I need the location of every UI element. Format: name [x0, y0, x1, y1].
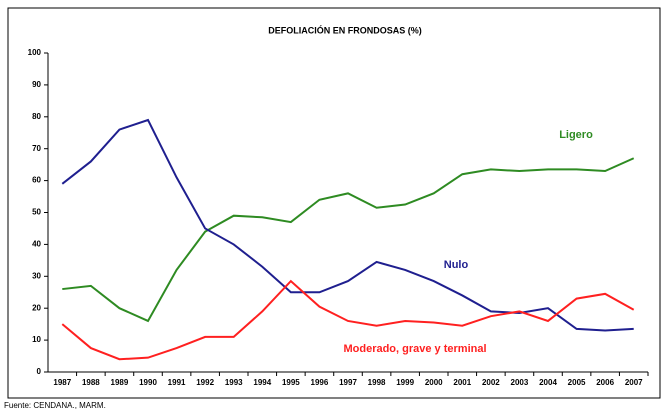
- x-tick-label: 1993: [225, 378, 243, 387]
- x-tick-label: 2002: [482, 378, 500, 387]
- x-tick-label: 1987: [53, 378, 71, 387]
- x-tick-label: 2006: [596, 378, 614, 387]
- y-tick-label: 40: [32, 240, 41, 249]
- x-tick-label: 1991: [168, 378, 186, 387]
- x-tick-label: 2003: [511, 378, 529, 387]
- x-tick-label: 1988: [82, 378, 100, 387]
- x-tick-label: 1989: [111, 378, 129, 387]
- source: Fuente: CENDANA., MARM.: [4, 401, 106, 410]
- x-tick-label: 1992: [196, 378, 214, 387]
- series-line: [61, 279, 635, 361]
- x-tick-label: 2001: [453, 378, 471, 387]
- x-tick-label: 1998: [368, 378, 386, 387]
- series-line: [62, 157, 635, 323]
- series-label: Ligero: [559, 129, 593, 141]
- x-tick-label: 1997: [339, 378, 357, 387]
- x-tick-label: 1990: [139, 378, 157, 387]
- x-tick-label: 2005: [568, 378, 586, 387]
- y-tick-label: 90: [32, 80, 41, 89]
- y-tick-label: 30: [32, 271, 41, 280]
- y-tick-label: 20: [32, 303, 41, 312]
- x-tick-label: 1999: [396, 378, 414, 387]
- x-tick-label: 2000: [425, 378, 443, 387]
- x-tick-label: 2007: [625, 378, 643, 387]
- y-tick-label: 0: [37, 367, 42, 376]
- y-tick-label: 60: [32, 176, 41, 185]
- chart-border: [7, 7, 661, 399]
- chart-title: DEFOLIACIÓN EN FRONDOSAS (%): [268, 24, 422, 35]
- series-label: Moderado, grave y terminal: [343, 343, 487, 355]
- x-tick-label: 1996: [311, 378, 329, 387]
- x-tick-label: 2004: [539, 378, 557, 387]
- y-tick-label: 50: [32, 208, 41, 217]
- series-line: [61, 118, 634, 332]
- x-tick-label: 1995: [282, 378, 300, 387]
- series-label: Nulo: [443, 259, 469, 271]
- y-tick-label: 10: [32, 335, 41, 344]
- y-tick-label: 100: [28, 48, 42, 57]
- y-tick-label: 80: [32, 112, 41, 121]
- x-tick-label: 1994: [253, 378, 271, 387]
- y-tick-label: 70: [32, 144, 41, 153]
